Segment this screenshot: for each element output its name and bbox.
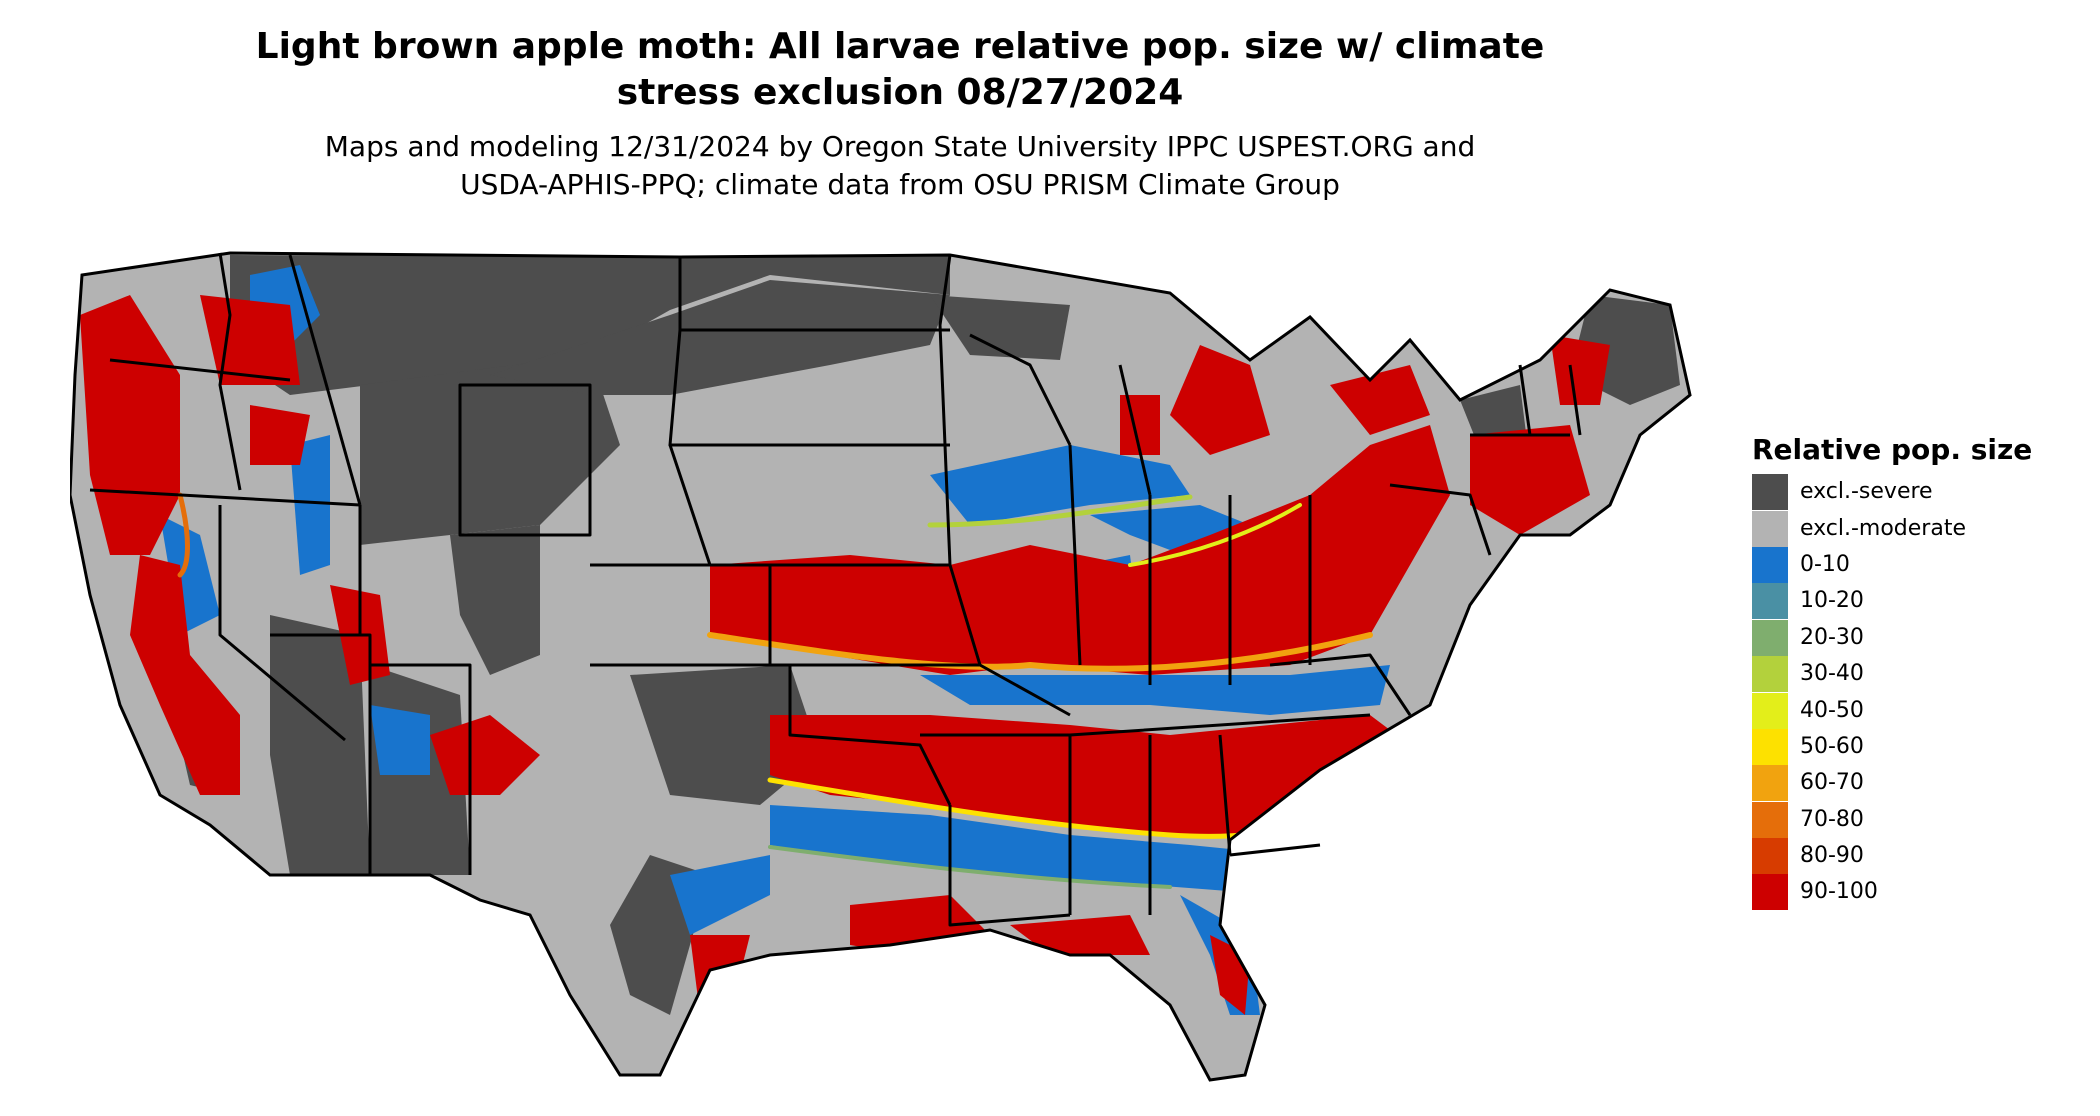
legend-swatch [1752, 510, 1788, 547]
legend-items: excl.-severe excl.-moderate 0-10 10-20 2… [1752, 474, 2092, 911]
legend-swatch [1752, 874, 1788, 911]
legend-item: 0-10 [1752, 546, 2092, 583]
legend-swatch [1752, 692, 1788, 729]
legend-label: excl.-severe [1800, 479, 1933, 505]
legend-item: 70-80 [1752, 801, 2092, 838]
legend-swatch [1752, 583, 1788, 620]
legend-item: 20-30 [1752, 619, 2092, 656]
legend-swatch [1752, 765, 1788, 802]
map-subtitle-line-1: Maps and modeling 12/31/2024 by Oregon S… [324, 130, 1476, 163]
legend-label: 40-50 [1800, 697, 1864, 723]
legend-label: 30-40 [1800, 661, 1864, 687]
legend-label: 60-70 [1800, 770, 1864, 796]
legend-item: excl.-severe [1752, 474, 2092, 511]
legend-swatch [1752, 474, 1788, 511]
legend-label: 0-10 [1800, 551, 1850, 577]
state-boundaries [89, 252, 1582, 927]
legend-label: 10-20 [1800, 588, 1864, 614]
legend-label: 80-90 [1800, 843, 1864, 869]
legend-swatch [1752, 546, 1788, 583]
legend-label: 20-30 [1800, 624, 1864, 650]
legend-label: excl.-moderate [1800, 515, 1966, 541]
legend-label: 50-60 [1800, 733, 1864, 759]
legend: Relative pop. size excl.-severe excl.-mo… [1752, 432, 2092, 911]
legend-swatch [1752, 619, 1788, 656]
legend-swatch [1752, 728, 1788, 765]
legend-swatch [1752, 801, 1788, 838]
legend-item: 40-50 [1752, 692, 2092, 729]
map-title-line-2: stress exclusion 08/27/2024 [616, 72, 1184, 113]
legend-item: 30-40 [1752, 656, 2092, 693]
map-subtitle-line-2: USDA-APHIS-PPQ; climate data from OSU PR… [460, 168, 1340, 201]
legend-label: 70-80 [1800, 806, 1864, 832]
legend-label: 90-100 [1800, 879, 1878, 905]
legend-item: 50-60 [1752, 728, 2092, 765]
us-map [70, 235, 1730, 1115]
legend-item: 60-70 [1752, 765, 2092, 802]
legend-swatch [1752, 656, 1788, 693]
legend-title: Relative pop. size [1752, 433, 2033, 466]
us-map-svg [70, 251, 1692, 1082]
map-title-line-1: Light brown apple moth: All larvae relat… [255, 26, 1545, 67]
legend-swatch [1752, 838, 1788, 875]
legend-item: 90-100 [1752, 874, 2092, 911]
legend-item: 80-90 [1752, 838, 2092, 875]
map-high-population-regions [80, 295, 1610, 1015]
legend-item: excl.-moderate [1752, 510, 2092, 547]
legend-item: 10-20 [1752, 583, 2092, 620]
